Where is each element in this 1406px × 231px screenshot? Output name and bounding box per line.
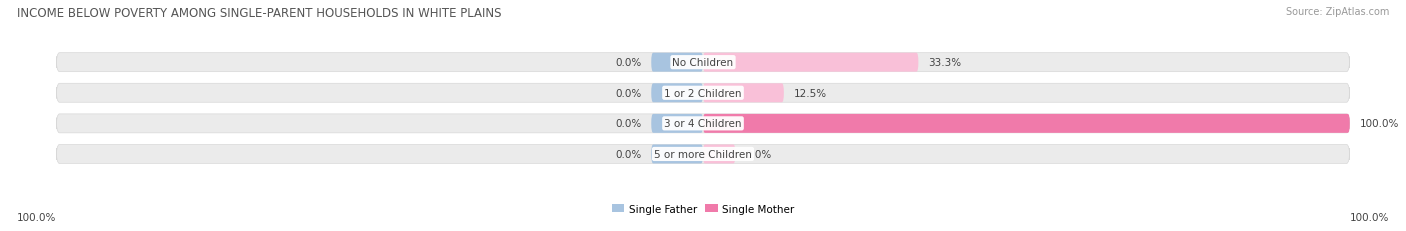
FancyBboxPatch shape [651,145,703,164]
Legend: Single Father, Single Mother: Single Father, Single Mother [612,204,794,214]
Text: 12.5%: 12.5% [793,88,827,98]
Text: 0.0%: 0.0% [616,119,641,129]
Text: No Children: No Children [672,58,734,68]
Text: 0.0%: 0.0% [616,58,641,68]
FancyBboxPatch shape [703,145,735,164]
FancyBboxPatch shape [651,53,703,72]
Text: 0.0%: 0.0% [616,88,641,98]
FancyBboxPatch shape [56,114,1350,133]
Text: 100.0%: 100.0% [17,212,56,222]
Text: 0.0%: 0.0% [616,149,641,159]
FancyBboxPatch shape [56,53,1350,72]
FancyBboxPatch shape [703,53,918,72]
Text: 100.0%: 100.0% [1350,212,1389,222]
Text: 100.0%: 100.0% [1360,119,1399,129]
Text: INCOME BELOW POVERTY AMONG SINGLE-PARENT HOUSEHOLDS IN WHITE PLAINS: INCOME BELOW POVERTY AMONG SINGLE-PARENT… [17,7,502,20]
Text: 5 or more Children: 5 or more Children [654,149,752,159]
Text: 3 or 4 Children: 3 or 4 Children [664,119,742,129]
FancyBboxPatch shape [56,84,1350,103]
FancyBboxPatch shape [651,84,703,103]
FancyBboxPatch shape [703,84,785,103]
FancyBboxPatch shape [651,114,703,133]
Text: Source: ZipAtlas.com: Source: ZipAtlas.com [1285,7,1389,17]
Text: 1 or 2 Children: 1 or 2 Children [664,88,742,98]
FancyBboxPatch shape [56,145,1350,164]
FancyBboxPatch shape [703,114,1350,133]
Text: 33.3%: 33.3% [928,58,962,68]
Text: 0.0%: 0.0% [745,149,772,159]
